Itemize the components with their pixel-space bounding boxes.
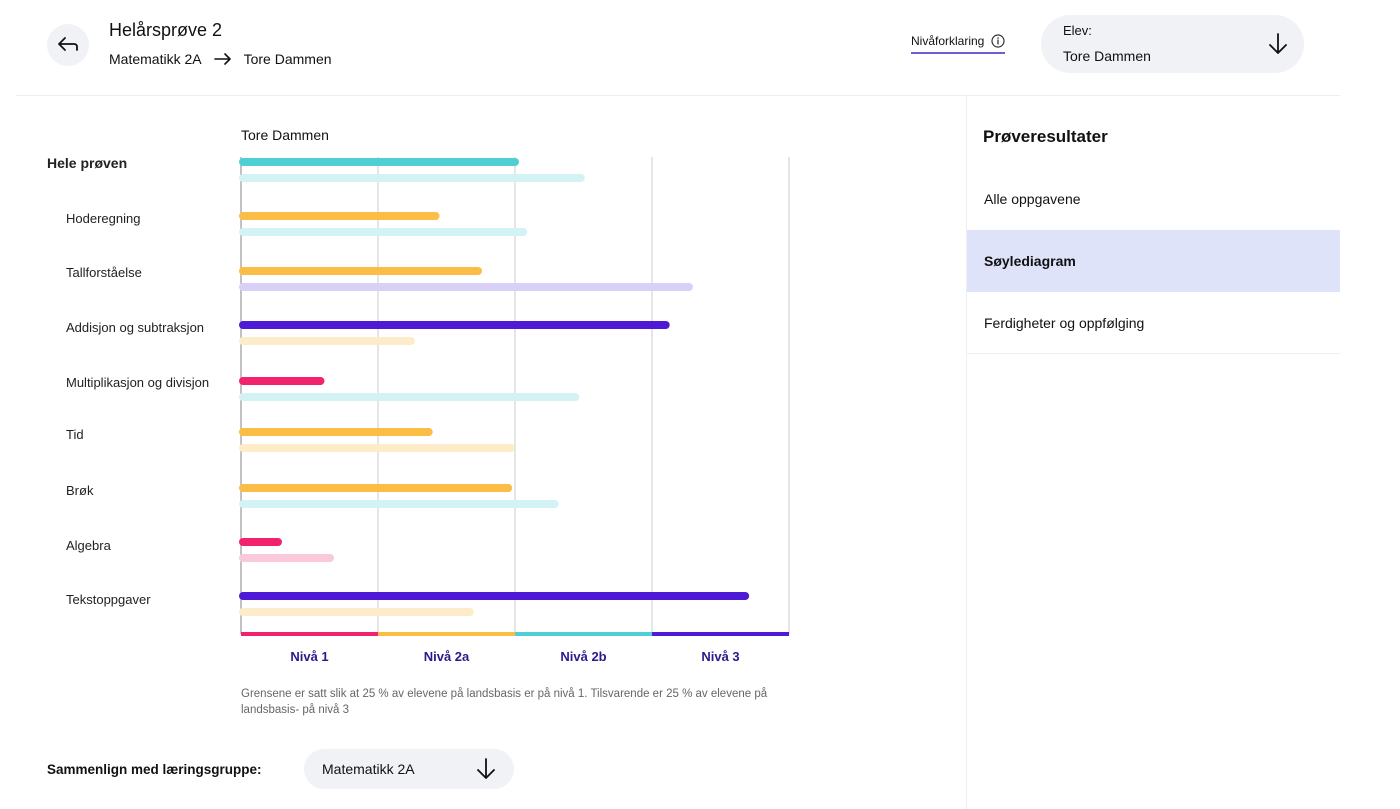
row-label-mental-arithmetic: Hoderegning	[66, 211, 141, 226]
arrow-right-icon	[213, 53, 231, 65]
level-label: Nivå 1	[290, 649, 328, 664]
compare-label: Sammenlign med læringsgruppe:	[47, 762, 262, 777]
level-band	[652, 632, 789, 636]
side-divider	[966, 96, 967, 809]
row-label-whole-test: Hele prøven	[47, 155, 128, 171]
arrow-down-icon	[1269, 33, 1287, 54]
back-arrow-icon	[58, 37, 78, 51]
page-title: Helårsprøve 2	[109, 20, 223, 40]
arrow-down-icon	[477, 758, 495, 779]
row-label-word-problems: Tekstoppgaver	[66, 592, 151, 607]
level-explanation-link[interactable]: Nivåforklaring	[911, 34, 1006, 54]
group-select[interactable]: Matematikk 2A	[304, 749, 514, 789]
level-band	[241, 632, 378, 636]
back-button[interactable]	[47, 24, 89, 66]
breadcrumb: Matematikk 2A Tore Dammen	[109, 51, 332, 67]
side-item-label: Ferdigheter og oppfølging	[984, 314, 1145, 331]
side-item-bar-chart[interactable]: Søylediagram	[967, 230, 1340, 292]
breadcrumb-student: Tore Dammen	[243, 51, 332, 67]
level-label: Nivå 2b	[560, 649, 606, 664]
level-label: Nivå 3	[701, 649, 739, 664]
level-band	[515, 632, 652, 636]
header-divider	[16, 95, 1340, 96]
student-select-label: Elev:	[1063, 23, 1092, 38]
breadcrumb-subject[interactable]: Matematikk 2A	[109, 51, 202, 67]
side-item-all-tasks[interactable]: Alle oppgavene	[967, 168, 1340, 230]
info-icon	[991, 34, 1005, 48]
results-title: Prøveresultater	[983, 127, 1108, 146]
row-label-addition-subtraction: Addisjon og subtraksjon	[66, 320, 205, 335]
row-label-multiplication-division: Multiplikasjon og divisjon	[66, 375, 210, 390]
chart-title: Tore Dammen	[241, 127, 329, 143]
row-label-time: Tid	[66, 427, 84, 442]
level-label: Nivå 2a	[424, 649, 470, 664]
level-band	[378, 632, 515, 636]
row-label-fractions: Brøk	[66, 483, 94, 498]
row-label-number-sense: Tallforståelse	[66, 265, 142, 280]
group-select-value: Matematikk 2A	[322, 761, 415, 777]
side-item-label: Søylediagram	[984, 253, 1076, 269]
level-note: Grensene er satt slik at 25 % av elevene…	[241, 688, 768, 716]
student-select-value: Tore Dammen	[1063, 48, 1151, 64]
side-item-label: Alle oppgavene	[984, 191, 1081, 207]
bar-chart: Nivå 1 Nivå 2a Nivå 2b Nivå 3	[239, 157, 790, 664]
student-select[interactable]: Elev: Tore Dammen	[1041, 15, 1304, 73]
row-label-algebra: Algebra	[66, 538, 111, 553]
level-explanation-label: Nivåforklaring	[911, 34, 985, 48]
side-item-skills-followup[interactable]: Ferdigheter og oppfølging	[967, 292, 1340, 354]
